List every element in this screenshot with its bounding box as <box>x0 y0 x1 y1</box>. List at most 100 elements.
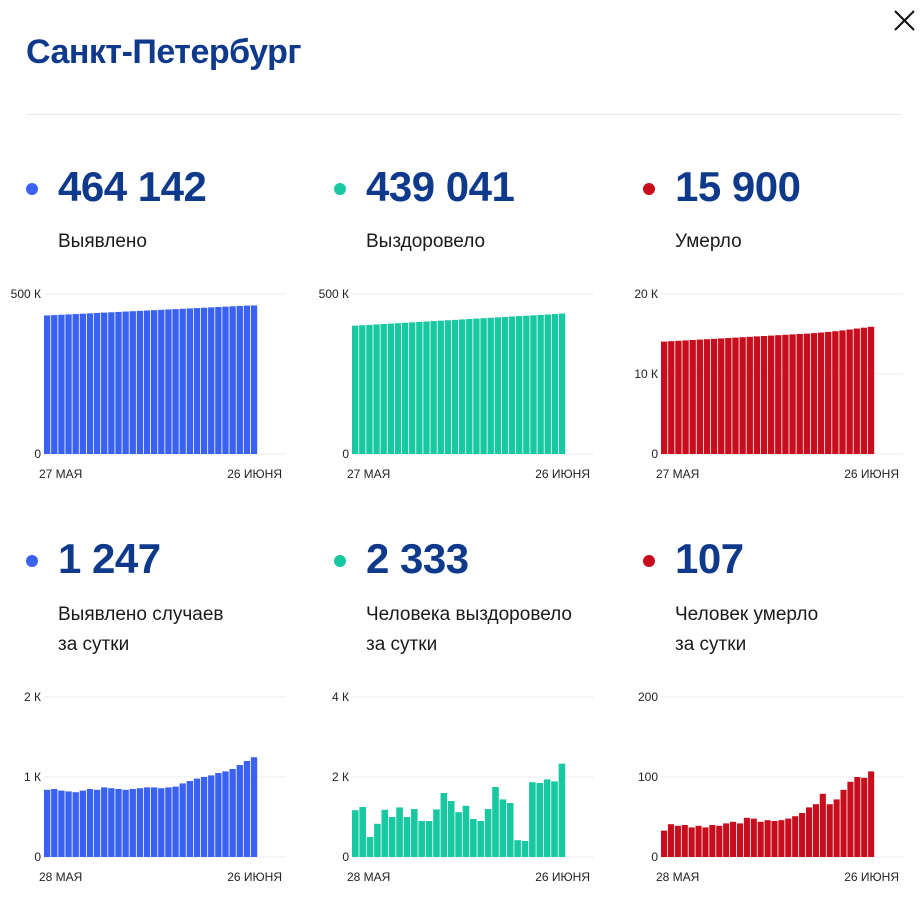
bar <box>768 335 775 454</box>
bar <box>516 316 523 454</box>
bar <box>151 310 158 454</box>
bar <box>440 793 448 857</box>
bar <box>487 317 494 454</box>
bar <box>689 340 696 454</box>
bar <box>778 820 785 857</box>
stat-value: 1 247 <box>58 535 161 582</box>
red-dot-icon <box>643 183 655 195</box>
chart-daily-recovered: 4 К 2 К 0 28 МАЯ 26 ИЮНЯ <box>332 690 594 884</box>
blue-dot-icon <box>26 555 38 567</box>
bar <box>718 338 725 454</box>
chart-total-detected: 500 К 0 27 МАЯ 26 ИЮНЯ <box>11 287 286 481</box>
red-dot-icon <box>643 555 655 567</box>
bar <box>447 801 455 857</box>
y-tick-label: 0 <box>34 447 41 461</box>
bar <box>93 789 101 857</box>
x-tick-label: 26 ИЮНЯ <box>535 870 590 884</box>
y-tick-label: 2 К <box>24 690 41 704</box>
stat-value: 2 333 <box>366 535 469 582</box>
stat-card-daily-died: 107 Человек умерло за сутки <box>643 535 903 655</box>
stat-label: за сутки <box>366 634 438 655</box>
stat-card-daily-recovered: 2 333 Человека выздоровело за сутки <box>334 535 594 655</box>
bar <box>494 317 501 454</box>
bar <box>484 809 492 857</box>
bar <box>739 337 746 454</box>
bar <box>222 771 229 857</box>
bar <box>136 310 144 454</box>
x-tick-label: 27 МАЯ <box>39 467 82 481</box>
bar <box>250 757 258 857</box>
bar <box>462 805 470 857</box>
bar <box>709 825 716 857</box>
stat-label: Умерло <box>675 231 742 252</box>
bar <box>695 825 702 857</box>
y-tick-label: 0 <box>34 850 41 864</box>
bar <box>108 788 115 857</box>
x-tick-label: 27 МАЯ <box>347 467 390 481</box>
bar <box>861 777 868 857</box>
bar <box>65 314 72 454</box>
bar <box>143 310 151 454</box>
bar <box>455 812 462 857</box>
bar <box>44 789 51 857</box>
bar <box>753 336 761 454</box>
bar <box>732 337 739 454</box>
stat-label: за сутки <box>675 634 747 655</box>
bar <box>775 335 782 454</box>
bar <box>846 329 853 454</box>
bar <box>750 818 757 857</box>
bar <box>129 789 136 857</box>
close-icon[interactable] <box>890 6 918 34</box>
chart-total-died: 20 К 10 К 0 27 МАЯ 26 ИЮНЯ <box>634 287 903 481</box>
stat-card-daily-detected: 1 247 Выявлено случаев за сутки <box>26 535 286 655</box>
bar <box>172 786 179 857</box>
y-tick-label: 4 К <box>332 690 349 704</box>
divider <box>26 114 902 115</box>
bar <box>186 308 193 454</box>
bar <box>186 781 193 857</box>
bar <box>523 315 530 454</box>
bar <box>716 825 723 857</box>
stat-card-detected: 464 142 Выявлено <box>26 163 286 252</box>
bar <box>799 813 806 857</box>
bar <box>444 320 452 454</box>
bar <box>158 309 165 454</box>
bar <box>501 316 509 454</box>
chart-total-recovered: 500 К 0 27 МАЯ 26 ИЮНЯ <box>319 287 594 481</box>
bar <box>558 313 566 454</box>
chart-daily-detected: 2 К 1 К 0 28 МАЯ 26 ИЮНЯ <box>24 690 286 884</box>
bar <box>839 330 846 454</box>
bar <box>425 821 433 857</box>
stat-value: 439 041 <box>366 163 515 210</box>
x-tick-label: 26 ИЮНЯ <box>535 467 590 481</box>
bar <box>101 787 108 857</box>
bar <box>764 820 771 857</box>
bar <box>492 787 499 857</box>
bar <box>530 315 537 454</box>
bar <box>760 336 768 454</box>
bar <box>215 773 222 857</box>
y-tick-label: 0 <box>651 447 658 461</box>
bar <box>236 305 243 454</box>
bar <box>374 823 381 857</box>
bar <box>551 781 558 857</box>
y-tick-label: 2 К <box>332 770 349 784</box>
bar <box>58 790 65 857</box>
bar <box>682 340 689 454</box>
bar <box>558 763 566 857</box>
bar <box>736 823 744 857</box>
bar <box>792 816 799 857</box>
bar <box>136 788 144 857</box>
bar <box>208 775 215 857</box>
bar <box>58 314 65 454</box>
bar <box>222 306 229 454</box>
y-tick-label: 100 <box>638 770 658 784</box>
x-tick-label: 26 ИЮНЯ <box>844 870 899 884</box>
bar <box>785 818 792 857</box>
bar <box>86 789 94 857</box>
bar <box>387 323 394 454</box>
bar <box>65 791 72 857</box>
y-tick-label: 0 <box>651 850 658 864</box>
bar <box>403 817 411 857</box>
bar <box>430 321 437 454</box>
